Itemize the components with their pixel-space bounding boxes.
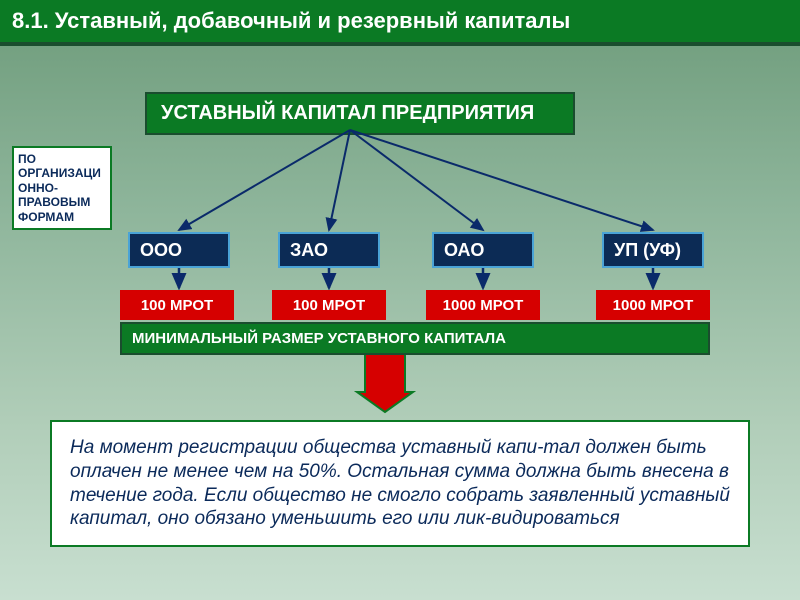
side-label-line: ПО	[18, 152, 106, 166]
main-title-box: УСТАВНЫЙ КАПИТАЛ ПРЕДПРИЯТИЯ	[145, 92, 575, 135]
org-box: УП (УФ)	[602, 232, 704, 268]
section-header-text: 8.1. Уставный, добавочный и резервный ка…	[12, 8, 570, 34]
org-box: ООО	[128, 232, 230, 268]
side-label-line: ОРГАНИЗАЦИ	[18, 166, 106, 180]
side-label-line: ФОРМАМ	[18, 210, 106, 224]
main-title-text: УСТАВНЫЙ КАПИТАЛ ПРЕДПРИЯТИЯ	[161, 102, 534, 124]
mrot-box: 100 МРОТ	[120, 290, 234, 320]
org-box: ЗАО	[278, 232, 380, 268]
side-label: ПООРГАНИЗАЦИОННО-ПРАВОВЫМФОРМАМ	[12, 146, 112, 230]
mrot-box: 1000 МРОТ	[426, 290, 540, 320]
org-box: ОАО	[432, 232, 534, 268]
min-size-box: МИНИМАЛЬНЫЙ РАЗМЕР УСТАВНОГО КАПИТАЛА	[120, 322, 710, 355]
bottom-text-box: На момент регистрации общества уставный …	[50, 420, 750, 547]
bottom-text: На момент регистрации общества уставный …	[70, 437, 730, 529]
side-label-line: ОННО-	[18, 181, 106, 195]
mrot-box: 1000 МРОТ	[596, 290, 710, 320]
section-header: 8.1. Уставный, добавочный и резервный ка…	[0, 0, 800, 46]
mrot-box: 100 МРОТ	[272, 290, 386, 320]
min-size-text: МИНИМАЛЬНЫЙ РАЗМЕР УСТАВНОГО КАПИТАЛА	[132, 330, 506, 347]
side-label-line: ПРАВОВЫМ	[18, 195, 106, 209]
